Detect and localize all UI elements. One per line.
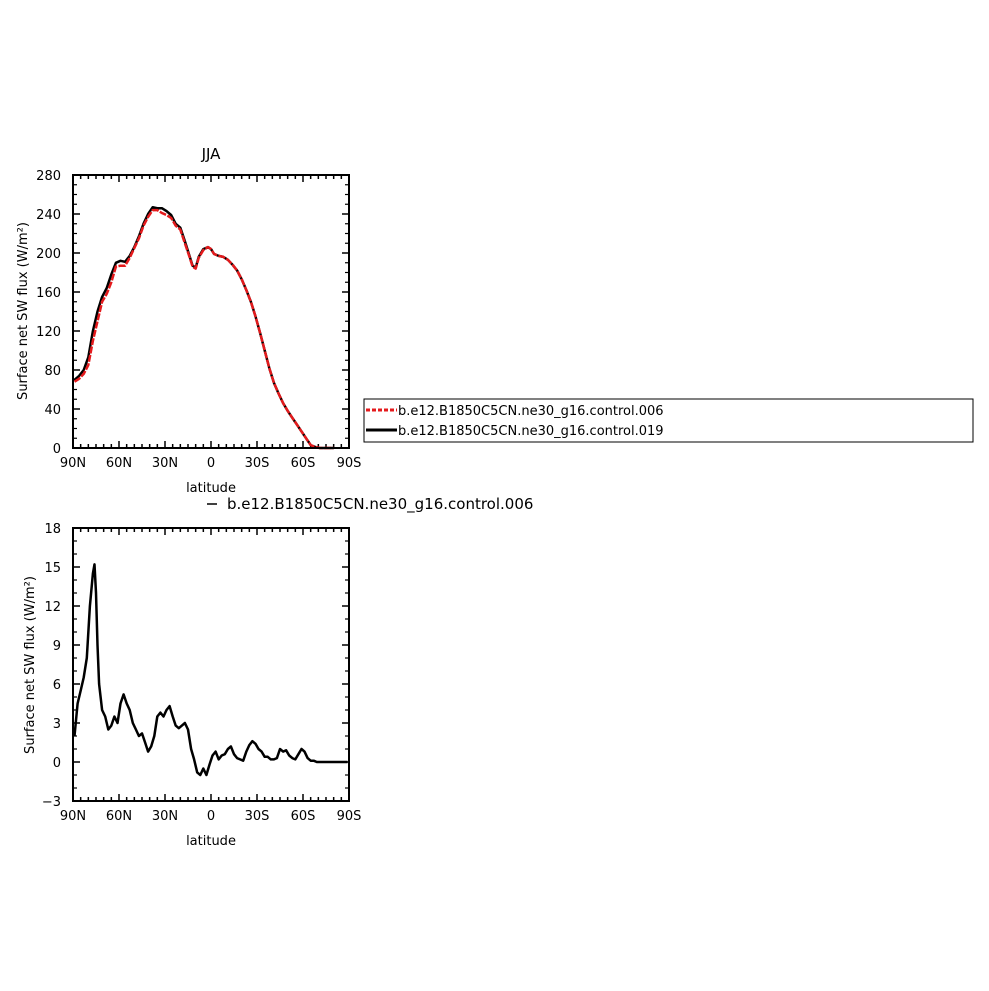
top-y-tick-label: 0 — [53, 442, 61, 457]
top-series-line-1 — [73, 205, 334, 450]
bottom-ticks: 90N 60N 30N 0 30S 60S 90S −3 0 3 6 9 12 15 18 — [42, 522, 362, 824]
top-y-tick-label: 120 — [36, 325, 61, 340]
bottom-panel: b.e12.B1850C5CN.ne30_g16.control.006 Sur… — [23, 495, 533, 849]
top-series-line-0 — [73, 208, 334, 450]
bottom-y-tick-label: 3 — [53, 717, 61, 732]
legend: b.e12.B1850C5CN.ne30_g16.control.006 b.e… — [363, 398, 974, 443]
bottom-y-axis-title: Surface net SW flux (W/m²) — [23, 576, 38, 754]
top-ticks: 90N 60N 30N 0 30S 60S 90S 0 40 80 120 160 200 240 280 — [36, 169, 361, 471]
bottom-x-tick-label: 30N — [152, 809, 178, 824]
top-x-tick-label: 60S — [291, 456, 316, 471]
top-x-tick-label: 90S — [337, 456, 362, 471]
top-y-tick-label: 200 — [36, 247, 61, 262]
legend-label-019: b.e12.B1850C5CN.ne30_g16.control.019 — [398, 424, 664, 439]
top-plot-frame — [72, 174, 350, 449]
bottom-y-tick-label: 6 — [53, 678, 61, 693]
top-x-tick-label: 30S — [245, 456, 270, 471]
bottom-x-tick-label: 0 — [207, 809, 215, 824]
top-y-tick-label: 160 — [36, 286, 61, 301]
bottom-y-tick-label: 15 — [44, 561, 61, 576]
bottom-x-tick-label: 60S — [291, 809, 316, 824]
bottom-series-lines — [73, 563, 348, 777]
top-y-axis-title: Surface net SW flux (W/m²) — [16, 222, 31, 400]
top-x-tick-label: 0 — [207, 456, 215, 471]
top-chart-title: JJA — [201, 145, 222, 163]
bottom-x-tick-label: 90N — [60, 809, 86, 824]
top-y-tick-label: 80 — [44, 364, 61, 379]
bottom-chart-title: b.e12.B1850C5CN.ne30_g16.control.006 — [227, 495, 533, 514]
top-x-tick-label: 60N — [106, 456, 132, 471]
top-y-tick-label: 40 — [44, 403, 61, 418]
bottom-x-tick-label: 30S — [245, 809, 270, 824]
bottom-plot-frame — [72, 527, 350, 802]
bottom-x-tick-label: 60N — [106, 809, 132, 824]
top-x-axis-title: latitude — [186, 481, 236, 496]
top-y-tick-label: 280 — [36, 169, 61, 184]
bottom-y-tick-label: −3 — [42, 795, 61, 810]
top-x-tick-label: 30N — [152, 456, 178, 471]
top-x-tick-label: 90N — [60, 456, 86, 471]
top-series-lines — [73, 205, 334, 450]
top-panel: JJA Surface net SW flux (W/m²) latitude … — [16, 145, 361, 496]
top-y-tick-label: 240 — [36, 208, 61, 223]
bottom-y-tick-label: 0 — [53, 756, 61, 771]
bottom-x-tick-label: 90S — [337, 809, 362, 824]
bottom-y-tick-label: 18 — [44, 522, 61, 537]
bottom-y-tick-label: 9 — [53, 639, 61, 654]
legend-box — [363, 398, 974, 443]
bottom-x-axis-title: latitude — [186, 834, 236, 849]
bottom-series-line-0 — [73, 563, 348, 777]
legend-label-006: b.e12.B1850C5CN.ne30_g16.control.006 — [398, 404, 664, 419]
bottom-y-tick-label: 12 — [44, 600, 61, 615]
